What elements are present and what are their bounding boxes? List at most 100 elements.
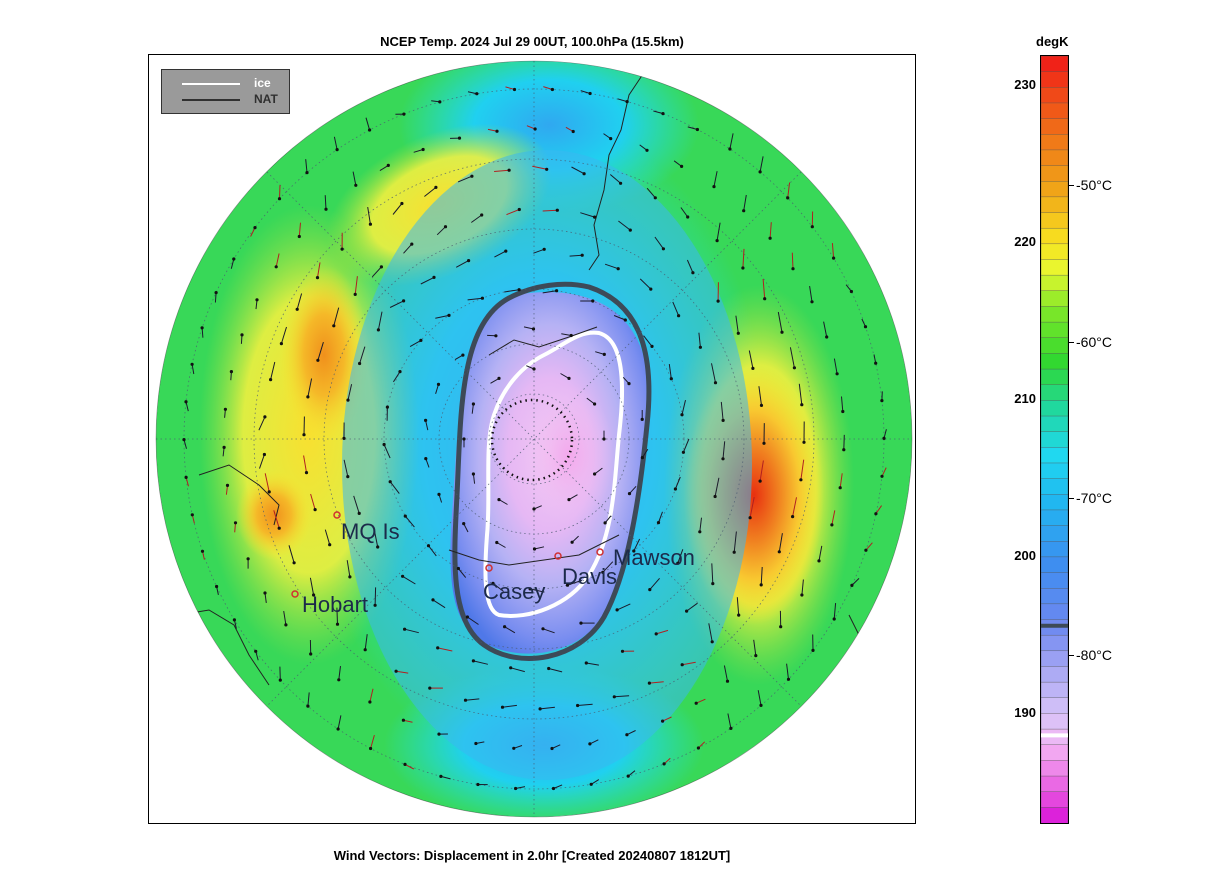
wind-vector [498, 499, 508, 505]
station-mq-is[interactable]: MQ Is [333, 511, 400, 544]
wind-vector-head [306, 395, 310, 399]
wind-vector [392, 371, 401, 383]
wind-vector-head [337, 678, 341, 682]
wind-vector [502, 704, 517, 708]
wind-vector-head [565, 583, 570, 587]
wind-vector-head [386, 163, 390, 167]
wind-vector-head [645, 148, 649, 152]
colorbar-swatch [1041, 415, 1068, 433]
wind-vector-head [353, 292, 357, 296]
wind-vector-head [619, 181, 623, 185]
wind-vector [777, 311, 783, 333]
wind-vector-head [616, 267, 620, 271]
colorbar-swatches [1041, 56, 1068, 823]
wind-vector [792, 497, 797, 517]
colorbar-kelvin-tick: 190 [1014, 705, 1036, 720]
wind-vector-head [571, 129, 575, 134]
wind-vector-head [551, 786, 556, 791]
station-hobart[interactable]: Hobart [291, 590, 368, 617]
wind-vector [723, 665, 728, 682]
wind-vector [353, 495, 360, 514]
wind-vector [264, 473, 270, 493]
wind-vector [404, 763, 415, 770]
colorbar-swatch [1041, 666, 1068, 683]
wind-vector-head [653, 196, 657, 200]
wind-vector-head [403, 627, 407, 631]
wind-vector [742, 248, 745, 269]
colorbar-swatch [1041, 775, 1068, 793]
wind-vector [672, 301, 680, 316]
wind-vector-head [588, 91, 592, 96]
colorbar-swatch [1041, 87, 1068, 104]
wind-vector-head [437, 732, 441, 736]
wind-vector [533, 248, 545, 254]
station-davis[interactable]: Davis [554, 552, 617, 589]
wind-vector-head [835, 372, 839, 376]
wind-vector [288, 545, 295, 563]
wind-vector [458, 568, 467, 578]
colorbar-swatch [1041, 384, 1068, 402]
wind-vector [440, 775, 451, 780]
wind-vector-head [589, 782, 593, 786]
wind-vector-head [713, 381, 718, 385]
wind-vector-head [676, 561, 680, 565]
wind-vector-head [593, 215, 597, 219]
wind-vector-head [754, 654, 758, 658]
wind-vector [367, 207, 371, 225]
wind-vector [809, 286, 813, 302]
temperature-field-svg: MQ Is Hobart Casey Davis Mawson [155, 60, 913, 818]
colorbar-celsius-tick: -50°C [1068, 177, 1112, 193]
wind-vector-head [759, 583, 763, 587]
wind-vector-head [623, 318, 627, 322]
wind-vector-head [602, 437, 606, 441]
wind-vector [791, 252, 794, 269]
colorbar-swatch [1041, 196, 1068, 214]
wind-vector-head [640, 417, 644, 421]
wind-vector-head [609, 137, 613, 141]
wind-vector-head [373, 603, 377, 607]
wind-vector [729, 133, 734, 150]
wind-vector [370, 734, 375, 749]
wind-vector [437, 647, 453, 652]
wind-vector-head [475, 92, 479, 96]
wind-vector [778, 533, 783, 552]
wind-vector-head [514, 786, 518, 791]
temperature-disc [156, 61, 912, 817]
wind-vector-head [542, 247, 546, 251]
station-casey[interactable]: Casey [483, 564, 545, 604]
wind-vector-head [491, 581, 495, 585]
colorbar-swatch [1041, 603, 1068, 621]
wind-vector-head [759, 703, 763, 708]
wind-vector [881, 467, 887, 477]
wind-vector [347, 384, 353, 401]
wind-vector [614, 695, 630, 698]
wind-vector-head [431, 598, 435, 602]
wind-vector-head [825, 335, 829, 339]
wind-vector [420, 276, 435, 285]
colorbar-swatch [1041, 243, 1068, 261]
wind-vector-head [832, 617, 836, 621]
wind-vector-head [721, 457, 725, 461]
colorbar-swatch [1041, 650, 1068, 668]
station-mawson[interactable]: Mawson [596, 545, 695, 570]
wind-vector-head [650, 344, 654, 348]
wind-vector-head [447, 313, 451, 317]
wind-vector-head [382, 442, 386, 447]
wind-vector-head [517, 207, 521, 212]
wind-vector [359, 346, 366, 364]
wind-vector-head [832, 256, 836, 260]
wind-vector [682, 438, 690, 453]
wind-vector-head [315, 276, 320, 280]
wind-vector-head [461, 353, 465, 357]
wind-vector [748, 350, 754, 369]
wind-vector-head [312, 593, 316, 597]
wind-vector-head [309, 652, 313, 656]
svg-text:Davis: Davis [562, 564, 617, 589]
wind-vector-head [533, 127, 537, 131]
wind-vector-head [388, 480, 392, 484]
wind-vector [604, 263, 619, 270]
wind-vector [851, 578, 860, 586]
wind-vector-head [200, 549, 205, 553]
wind-vector-head [346, 475, 350, 479]
wind-vector [392, 203, 403, 215]
